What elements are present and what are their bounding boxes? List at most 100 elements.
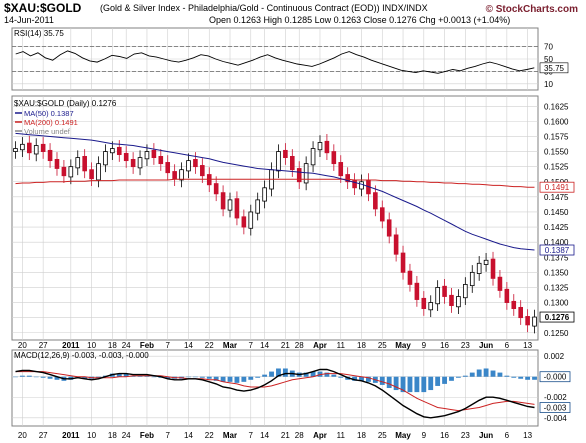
x-axis-label: Jun xyxy=(479,431,493,440)
price-y-tick: 0.1325 xyxy=(544,283,569,292)
rsi-y-tick: 10 xyxy=(544,80,553,89)
candle-body xyxy=(116,146,122,155)
candle-body xyxy=(144,151,150,160)
macd-histogram-bar xyxy=(282,368,288,377)
macd-histogram-bar xyxy=(435,376,441,386)
macd-histogram-bar xyxy=(518,376,524,379)
candle-body xyxy=(68,166,74,178)
candle-body xyxy=(110,148,115,154)
x-axis-label: Feb xyxy=(140,431,154,440)
macd-histogram-bar xyxy=(462,375,468,377)
x-axis-label: 20 xyxy=(18,431,27,440)
x-axis-label: Mar xyxy=(223,341,237,350)
macd-histogram-bar xyxy=(54,376,60,380)
candle-body xyxy=(33,145,39,155)
candle-body xyxy=(490,258,496,279)
candle-body xyxy=(54,159,60,169)
candle-body xyxy=(324,140,330,154)
macd-histogram-bar xyxy=(331,374,337,377)
rsi-panel-label: RSI(14) 35.75 xyxy=(14,29,64,38)
chart-header: $XAU:$GOLD (Gold & Silver Index - Philad… xyxy=(2,0,586,26)
rsi-y-tick: 50 xyxy=(544,55,553,64)
macd-histogram-bar xyxy=(199,376,205,378)
macd-histogram-bar xyxy=(532,376,537,380)
candle-body xyxy=(179,169,184,181)
macd-histogram-bar xyxy=(151,376,157,378)
candle-body xyxy=(504,288,510,303)
candle-body xyxy=(151,149,157,159)
legend-entry: MA(50) 0.1387 xyxy=(24,109,74,118)
macd-histogram-bar xyxy=(324,372,330,377)
macd-histogram-bar xyxy=(469,372,475,377)
ma50-line xyxy=(15,132,535,251)
macd-histogram-bar xyxy=(255,376,261,378)
macd-y-tick: 0.002 xyxy=(544,352,565,361)
candle-body xyxy=(476,262,482,274)
candle-body xyxy=(96,163,101,181)
x-axis-label: 22 xyxy=(205,431,214,440)
macd-histogram-bar xyxy=(414,376,420,393)
macd-histogram-bar xyxy=(366,376,371,382)
price-y-tick: 0.1525 xyxy=(544,163,569,172)
x-axis-label: 14 xyxy=(184,431,193,440)
x-axis-label: 9 xyxy=(422,431,427,440)
x-axis-label: 16 xyxy=(440,341,449,350)
rsi-y-tick: 70 xyxy=(544,43,553,52)
price-y-tick: 0.1350 xyxy=(544,268,569,277)
candle-body xyxy=(255,199,261,214)
candle-body xyxy=(89,169,94,180)
exchange-text: INDX/INDX xyxy=(382,3,428,13)
price-y-tick: 0.1250 xyxy=(544,329,569,338)
candle-body xyxy=(421,297,427,309)
macd-histogram-bar xyxy=(192,376,198,378)
x-axis-label: 18 xyxy=(108,341,117,350)
macd-histogram-bar xyxy=(386,376,392,388)
x-axis-label: Mar xyxy=(223,431,237,440)
candle-body xyxy=(345,174,350,183)
x-axis-label: Jun xyxy=(479,341,493,350)
macd-histogram-bar xyxy=(303,372,309,377)
price-value-label: 0.1276 xyxy=(545,313,570,322)
price-value-box xyxy=(539,181,575,193)
candle-body xyxy=(469,271,475,287)
macd-histogram-bar xyxy=(421,376,427,393)
macd-histogram-bar xyxy=(442,376,447,384)
macd-y-tick: -0.004 xyxy=(544,414,567,423)
candle-body xyxy=(428,302,434,311)
rsi-line xyxy=(15,50,535,74)
macd-histogram-bar xyxy=(400,376,406,393)
x-axis-label: 14 xyxy=(260,431,269,440)
ma200-line xyxy=(15,178,535,188)
chart-date: 14-Jun-2011 xyxy=(4,15,54,25)
candle-body xyxy=(241,216,247,228)
candle-body xyxy=(435,287,440,305)
candle-body xyxy=(172,171,177,180)
price-y-tick: 0.1375 xyxy=(544,253,569,262)
legend-entry: MA(200) 0.1491 xyxy=(24,118,78,127)
candle-body xyxy=(283,149,288,159)
ohlc-summary: Open 0.1263 High 0.1285 Low 0.1263 Close… xyxy=(209,15,511,25)
macd-histogram-bar xyxy=(407,376,413,393)
x-axis-label: 24 xyxy=(122,341,131,350)
macd-histogram-bar xyxy=(511,376,517,378)
x-axis-label: 7 xyxy=(165,431,170,440)
price-y-tick: 0.1300 xyxy=(544,299,569,308)
macd-histogram-bar xyxy=(186,376,191,378)
macd-histogram-bar xyxy=(234,376,240,383)
x-axis-label: 18 xyxy=(108,431,117,440)
macd-histogram-bar xyxy=(40,376,46,378)
candle-body xyxy=(414,282,420,300)
macd-histogram-bar xyxy=(449,376,454,381)
x-axis-label: 2011 xyxy=(62,341,80,350)
macd-value-label: -0.000 xyxy=(544,373,567,382)
price-y-tick: 0.1575 xyxy=(544,132,569,141)
macd-histogram-bar xyxy=(476,369,482,377)
macd-y-tick: -0.002 xyxy=(544,393,567,402)
candle-body xyxy=(289,155,295,171)
x-axis-label: 7 xyxy=(165,341,170,350)
macd-histogram-bar xyxy=(248,376,254,380)
candle-body xyxy=(483,259,489,265)
macd-histogram-bar xyxy=(241,376,247,382)
x-axis-label: 25 xyxy=(378,341,387,350)
x-axis-label: 22 xyxy=(205,341,214,350)
